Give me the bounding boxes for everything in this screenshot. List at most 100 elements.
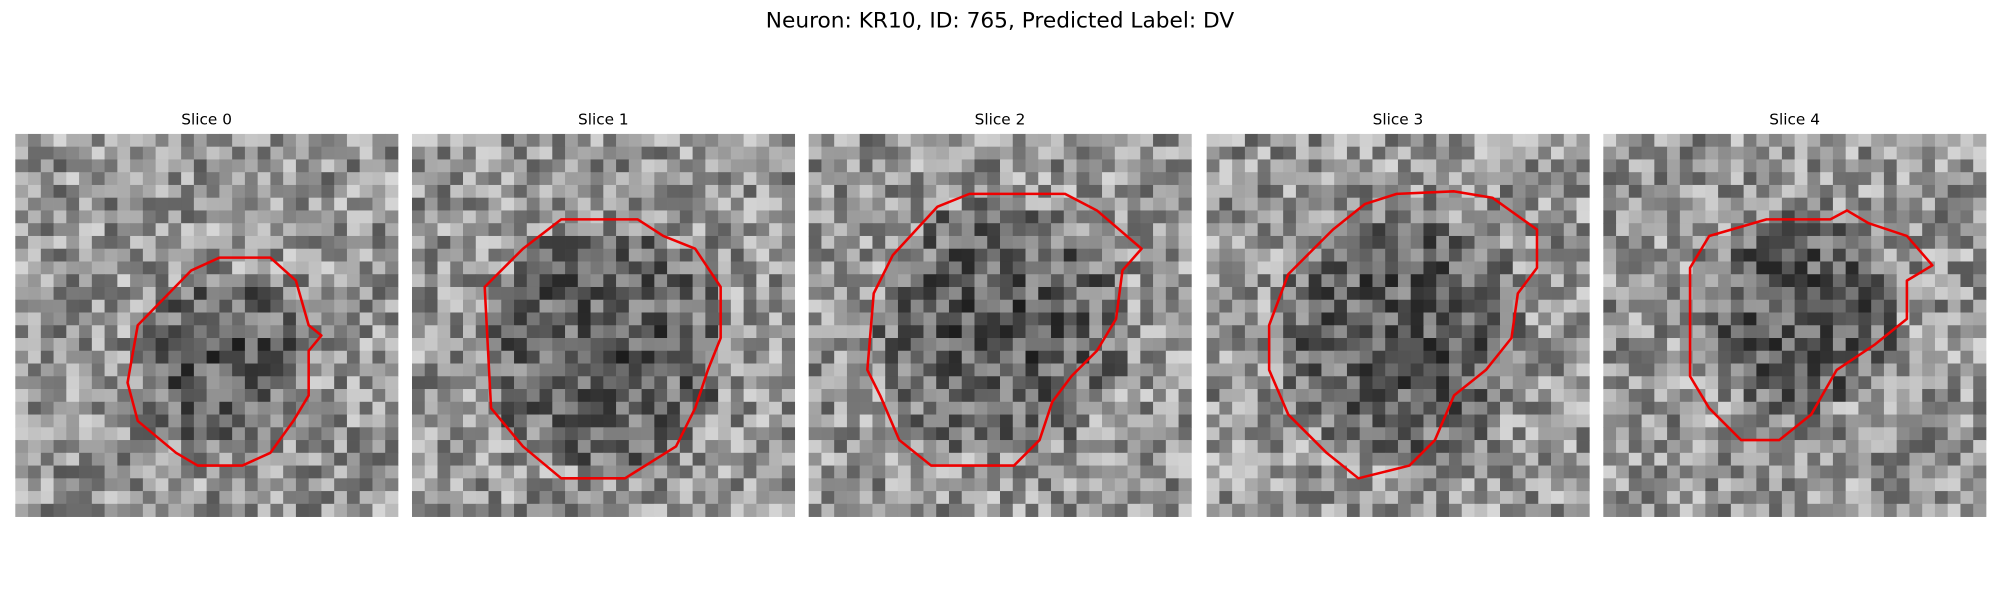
pixel: [910, 286, 924, 301]
pixel: [1538, 478, 1552, 492]
pixel: [450, 274, 464, 288]
pixel: [756, 197, 770, 211]
pixel: [1845, 401, 1859, 415]
pixel: [1616, 503, 1630, 517]
pixel: [437, 389, 451, 403]
pixel: [1178, 414, 1192, 428]
pixel: [1947, 440, 1961, 454]
pixel: [450, 146, 464, 160]
pixel: [1397, 414, 1412, 428]
pixel: [628, 325, 642, 339]
pixel: [1257, 389, 1271, 403]
pixel: [1423, 465, 1437, 479]
pixel: [948, 414, 963, 428]
pixel: [603, 261, 617, 275]
pixel: [1883, 363, 1898, 377]
pixel: [1500, 491, 1514, 505]
pixel: [526, 452, 540, 466]
pixel: [1334, 248, 1348, 262]
pixel: [346, 465, 361, 479]
pixel: [232, 338, 246, 352]
pixel: [565, 491, 579, 505]
pixel: [552, 452, 566, 466]
panel-title: Slice 0: [181, 110, 232, 128]
pixel: [821, 133, 835, 148]
pixel: [514, 491, 528, 505]
pixel: [1346, 248, 1361, 262]
pixel: [1538, 210, 1552, 224]
pixel: [232, 478, 246, 492]
pixel: [334, 427, 348, 441]
pixel: [872, 452, 886, 466]
pixel: [641, 235, 655, 250]
pixel: [987, 363, 1001, 377]
pixel: [1165, 261, 1179, 275]
pixel: [244, 325, 259, 339]
pixel: [756, 159, 770, 173]
pixel: [334, 172, 348, 186]
pixel: [1781, 274, 1796, 288]
pixel: [104, 312, 118, 326]
pixel: [1794, 389, 1808, 403]
pixel: [437, 325, 451, 339]
pixel: [206, 133, 220, 148]
pixel: [552, 184, 566, 199]
pixel: [1140, 248, 1154, 262]
pixel: [1563, 274, 1577, 288]
pixel: [679, 491, 693, 505]
pixel: [1385, 491, 1399, 505]
pixel: [1165, 146, 1179, 160]
pixel: [475, 146, 489, 160]
pixel: [1114, 210, 1128, 224]
pixel: [463, 172, 477, 186]
pixel: [1654, 286, 1668, 301]
pixel: [1423, 452, 1437, 466]
pixel: [897, 452, 912, 466]
pixel: [488, 159, 502, 173]
pixel: [1909, 146, 1923, 160]
pixel: [821, 184, 835, 199]
pixel: [961, 452, 975, 466]
pixel: [603, 299, 617, 313]
pixel: [1232, 414, 1246, 428]
pixel: [1718, 274, 1732, 288]
pixel: [885, 184, 899, 199]
pixel: [1219, 197, 1233, 211]
pixel: [1603, 389, 1617, 403]
pixel: [1270, 159, 1284, 173]
pixel: [781, 376, 796, 390]
pixel: [28, 312, 42, 326]
pixel: [450, 414, 464, 428]
pixel: [244, 427, 259, 441]
pixel: [359, 223, 373, 237]
pixel: [781, 503, 796, 517]
pixel: [488, 146, 502, 160]
pixel: [859, 223, 873, 237]
pixel: [1114, 414, 1128, 428]
pixel: [679, 401, 693, 415]
pixel: [28, 197, 42, 211]
pixel: [1385, 286, 1399, 301]
pixel: [193, 478, 208, 492]
pixel: [654, 197, 668, 211]
pixel: [1973, 197, 1987, 211]
pixel: [1692, 491, 1706, 505]
pixel: [1244, 146, 1259, 160]
pixel: [206, 338, 220, 352]
pixel: [769, 286, 783, 301]
pixel: [679, 159, 693, 173]
pixel: [590, 312, 604, 326]
pixel: [1114, 503, 1128, 517]
pixel: [321, 159, 335, 173]
pixel: [91, 427, 105, 441]
pixel: [1845, 503, 1859, 517]
pixel: [1603, 299, 1617, 313]
pixel: [885, 235, 899, 250]
pixel: [1743, 401, 1757, 415]
pixel: [1576, 248, 1590, 262]
pixel: [756, 248, 770, 262]
pixel: [1628, 286, 1642, 301]
pixel: [987, 146, 1001, 160]
pixel: [1102, 350, 1116, 364]
pixel: [1000, 440, 1014, 454]
